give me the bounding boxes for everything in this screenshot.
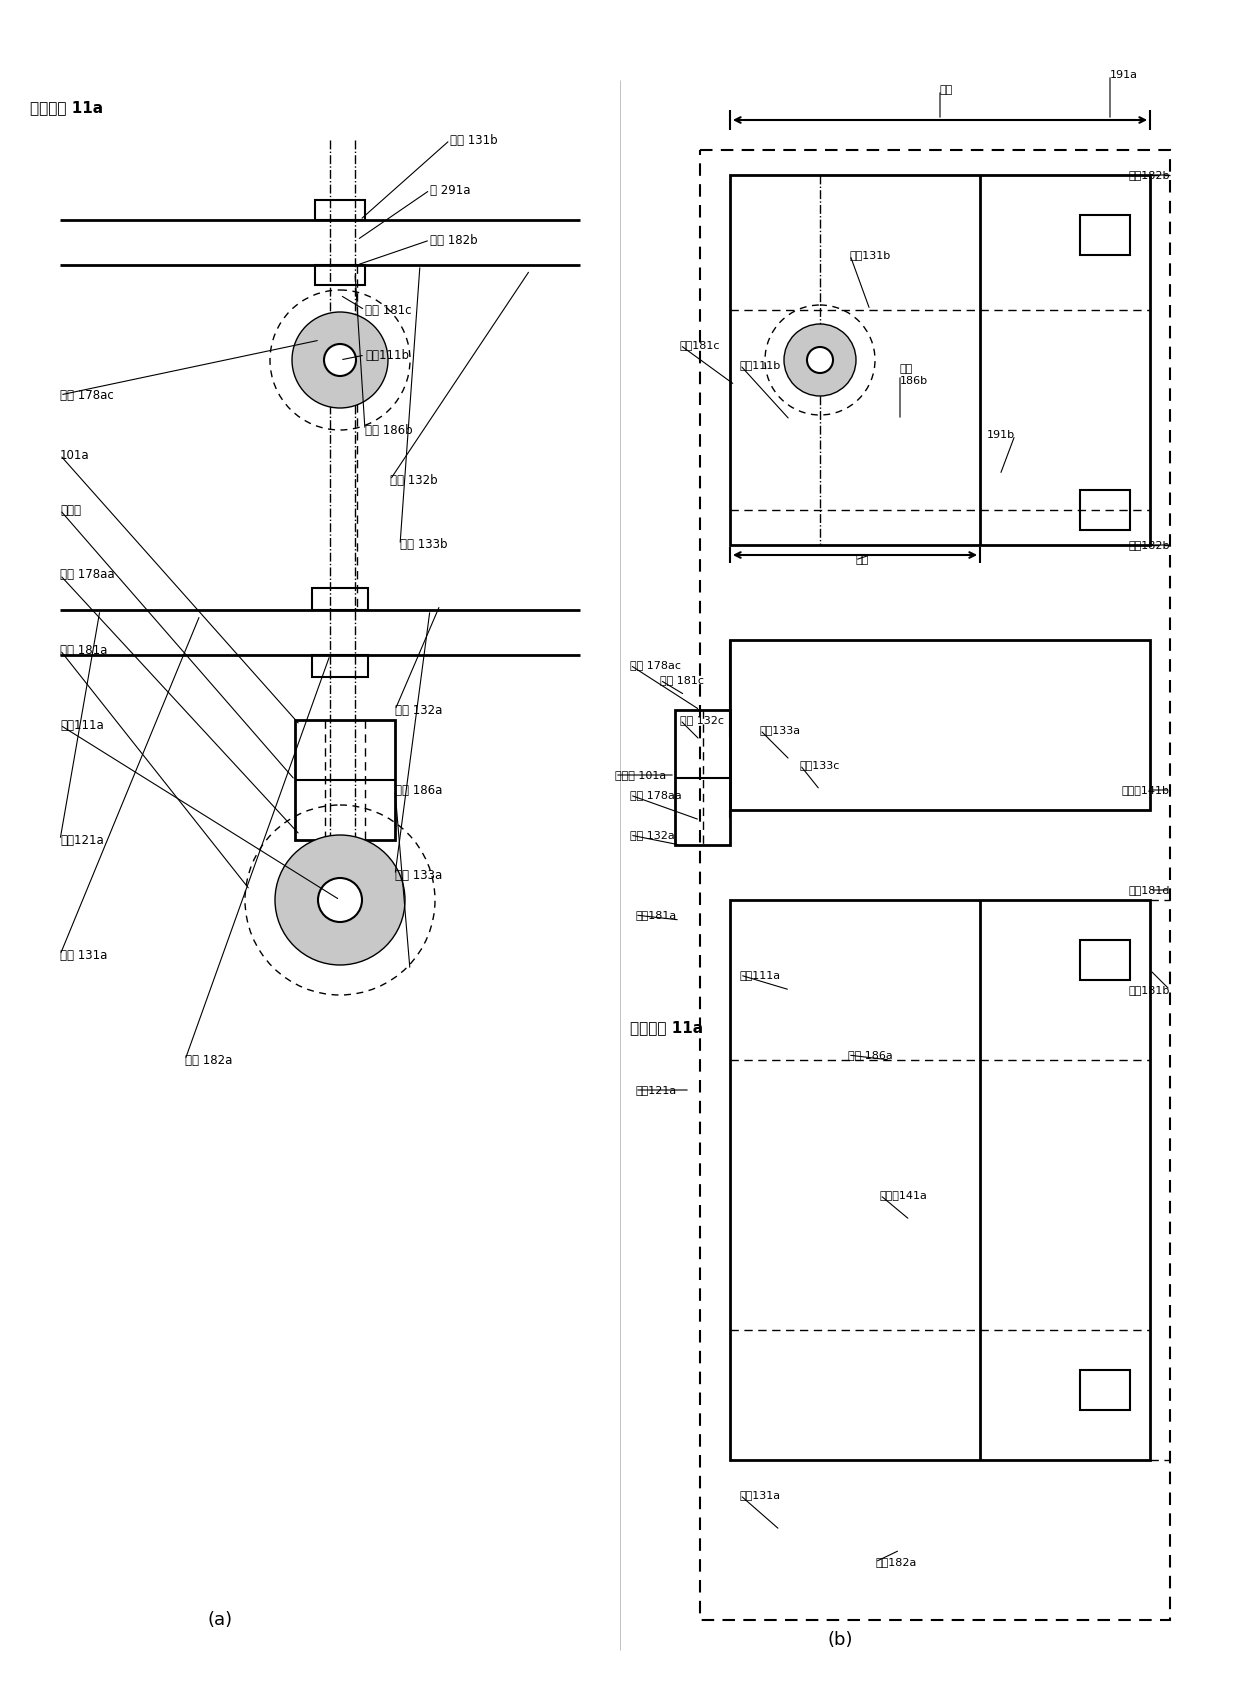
- Text: 端部 182a: 端部 182a: [185, 1053, 232, 1066]
- Text: 端部181b: 端部181b: [1128, 986, 1171, 996]
- Text: 布线 132a: 布线 132a: [630, 829, 675, 839]
- Circle shape: [324, 345, 356, 377]
- Text: 191a: 191a: [1110, 71, 1138, 81]
- Text: 端部182a: 端部182a: [875, 1558, 916, 1568]
- Text: 191b: 191b: [987, 431, 1016, 441]
- Text: 端子 178ac: 端子 178ac: [60, 389, 114, 402]
- Text: 通孔111a: 通孔111a: [740, 971, 781, 981]
- Text: 基板121a: 基板121a: [635, 1085, 676, 1095]
- Text: 端部 182b: 端部 182b: [430, 234, 477, 247]
- Text: 端部181c: 端部181c: [680, 340, 720, 350]
- Text: 端部 181a: 端部 181a: [60, 644, 108, 656]
- Text: 布线131b: 布线131b: [849, 251, 892, 261]
- Text: 端部 181c: 端部 181c: [365, 303, 412, 316]
- Text: 短截线141a: 短截线141a: [880, 1189, 928, 1199]
- Text: 101a: 101a: [60, 449, 89, 461]
- Text: 布线131a: 布线131a: [740, 1490, 781, 1500]
- Text: 端部182b: 端部182b: [1128, 540, 1171, 550]
- Circle shape: [807, 346, 833, 373]
- Text: 焊盘133c: 焊盘133c: [800, 760, 841, 770]
- Bar: [1080, 215, 1130, 256]
- Text: 端部181a: 端部181a: [635, 910, 676, 920]
- Bar: [730, 639, 1149, 811]
- Text: 侧部 186b: 侧部 186b: [365, 424, 413, 437]
- Text: 短截线141b: 短截线141b: [1122, 785, 1171, 796]
- Bar: [315, 266, 365, 284]
- Text: 侧部
186b: 侧部 186b: [900, 365, 928, 385]
- Text: (b): (b): [827, 1632, 853, 1648]
- Bar: [295, 720, 396, 839]
- Text: 焊盘 133b: 焊盘 133b: [401, 538, 448, 552]
- Bar: [315, 200, 365, 220]
- Circle shape: [784, 325, 856, 395]
- Bar: [701, 150, 1171, 1620]
- Bar: [730, 175, 1149, 545]
- Text: 侧部 186a: 侧部 186a: [848, 1050, 893, 1060]
- Text: 长度: 长度: [940, 86, 954, 94]
- Text: 通孔111a: 通孔111a: [60, 718, 104, 732]
- Bar: [675, 710, 730, 844]
- Bar: [312, 654, 368, 676]
- Text: 连接结构 11a: 连接结构 11a: [630, 1019, 703, 1034]
- Text: 布线 132c: 布线 132c: [680, 715, 724, 725]
- Text: 布线 131a: 布线 131a: [60, 949, 108, 962]
- Text: 端部182b: 端部182b: [1128, 170, 1171, 180]
- Text: 侧部 186a: 侧部 186a: [396, 784, 443, 797]
- Circle shape: [291, 311, 388, 409]
- Text: (a): (a): [207, 1611, 233, 1628]
- Bar: [1080, 489, 1130, 530]
- Text: 电容器: 电容器: [60, 503, 81, 516]
- Bar: [312, 589, 368, 611]
- Circle shape: [275, 834, 405, 965]
- Text: 连接结构 11a: 连接结构 11a: [30, 99, 103, 114]
- Text: 线 291a: 线 291a: [430, 183, 470, 197]
- Bar: [1080, 1371, 1130, 1410]
- Text: 焊盘133a: 焊盘133a: [760, 725, 801, 735]
- Text: 端子 178ac: 端子 178ac: [630, 659, 681, 669]
- Text: 端子 178aa: 端子 178aa: [630, 791, 682, 801]
- Text: 端部 181c: 端部 181c: [660, 674, 704, 685]
- Bar: [1080, 940, 1130, 981]
- Text: 电容器 101a: 电容器 101a: [615, 770, 666, 780]
- Text: 焊盘 133a: 焊盘 133a: [396, 868, 443, 881]
- Text: 布线 132a: 布线 132a: [396, 703, 443, 717]
- Text: 端部181d: 端部181d: [1128, 885, 1171, 895]
- Text: 布线 131b: 布线 131b: [450, 133, 497, 146]
- Circle shape: [317, 878, 362, 922]
- Text: 通孔111b: 通孔111b: [740, 360, 781, 370]
- Bar: [730, 900, 1149, 1460]
- Text: 长度: 长度: [856, 555, 868, 565]
- Text: 基板121a: 基板121a: [60, 834, 104, 846]
- Text: 端子 178aa: 端子 178aa: [60, 569, 114, 582]
- Text: 布线 132b: 布线 132b: [391, 474, 438, 486]
- Text: 通孔111b: 通孔111b: [365, 348, 409, 362]
